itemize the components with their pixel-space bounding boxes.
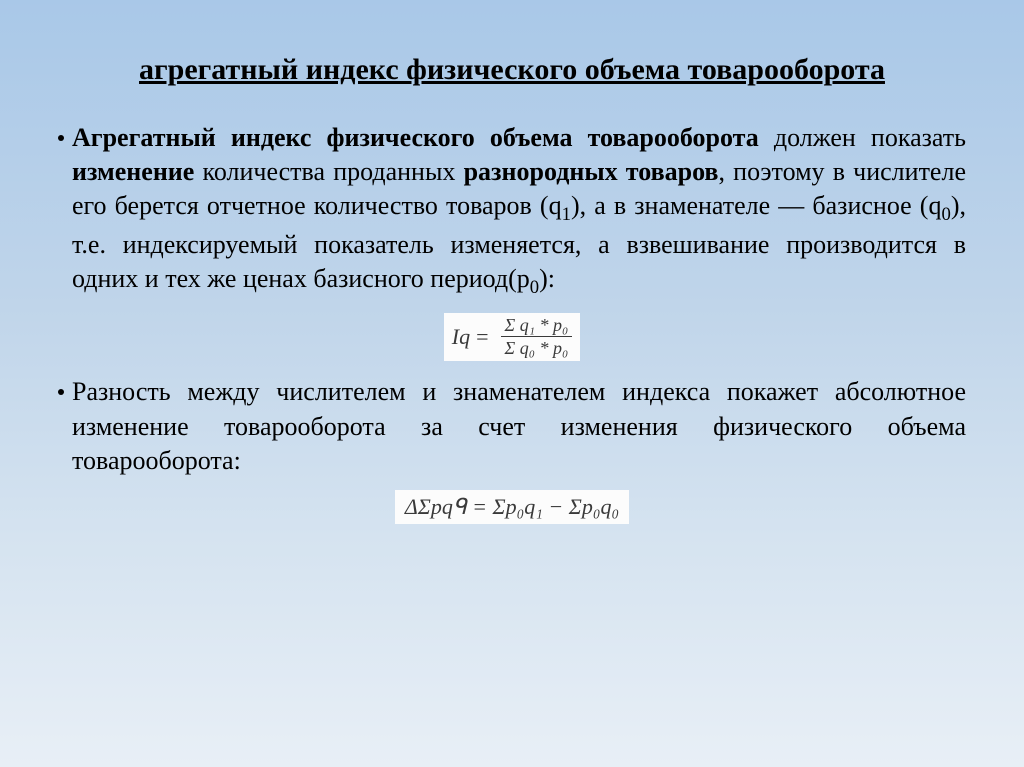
bullet-dot: [58, 389, 64, 395]
p1-f: ):: [539, 264, 555, 293]
formula-1: Iq = Σ q₁ * p₀ Σ q₀ * p₀: [444, 313, 580, 361]
p1-sub1: 1: [562, 204, 571, 225]
formula1-fraction: Σ q₁ * p₀ Σ q₀ * p₀: [501, 316, 573, 357]
p1-bold-lead: Агрегатный индекс физического объема тов…: [72, 123, 759, 152]
formula1-lhs: Iq: [452, 326, 470, 348]
formula1-num: Σ q₁ * p₀: [501, 316, 573, 337]
formula1-den: Σ q₀ * p₀: [501, 337, 573, 357]
bullet-dot: [58, 135, 64, 141]
p1-d: ), а в знаменателе — базисное (q: [571, 191, 942, 220]
formula-2-container: ΔΣpqᑫ = Σp₀q₁ − Σp₀q₀: [58, 490, 966, 524]
formula-2: ΔΣpqᑫ = Σp₀q₁ − Σp₀q₀: [395, 490, 629, 524]
p1-a: должен показать: [759, 123, 966, 152]
p1-sub2: 0: [941, 204, 950, 225]
formula1-eq: =: [476, 326, 488, 348]
p1-bold2: изменение: [72, 157, 194, 186]
p1-b: количества проданных: [194, 157, 463, 186]
p1-sub3: 0: [530, 278, 539, 299]
slide-title: агрегатный индекс физического объема тов…: [58, 50, 966, 91]
bullet-item-1: Агрегатный индекс физического объема тов…: [58, 121, 966, 310]
paragraph-2: Разность между числителем и знаменателем…: [72, 375, 966, 478]
paragraph-1: Агрегатный индекс физического объема тов…: [72, 121, 966, 302]
p1-bold3: разнородных товаров: [464, 157, 719, 186]
formula-1-container: Iq = Σ q₁ * p₀ Σ q₀ * p₀: [58, 313, 966, 361]
bullet-item-2: Разность между числителем и знаменателем…: [58, 375, 966, 486]
